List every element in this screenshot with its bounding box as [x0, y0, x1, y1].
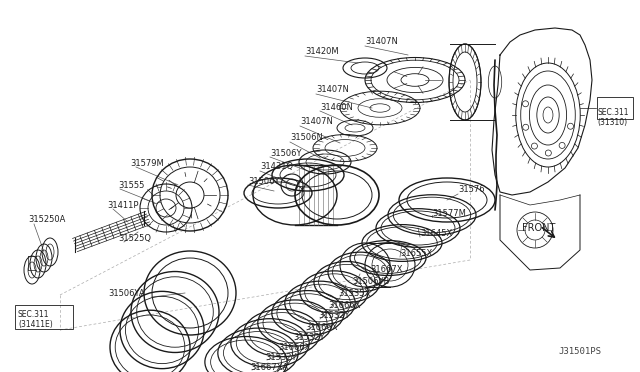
Text: 31576: 31576 — [458, 186, 484, 195]
Text: 31420M: 31420M — [305, 48, 339, 57]
Text: 31655X: 31655X — [400, 248, 432, 257]
Text: 31645X: 31645X — [420, 228, 452, 237]
Text: 31460N: 31460N — [320, 103, 353, 112]
Text: 31577M: 31577M — [432, 208, 466, 218]
Text: 31506Y: 31506Y — [248, 176, 280, 186]
Text: 31667X: 31667X — [370, 266, 403, 275]
Text: SEC.311
(31310): SEC.311 (31310) — [597, 108, 628, 127]
Text: FRONT: FRONT — [522, 223, 556, 233]
Text: 31666X: 31666X — [305, 323, 337, 331]
Text: J31501PS: J31501PS — [558, 347, 601, 356]
Text: 31407N: 31407N — [300, 118, 333, 126]
Text: 31407N: 31407N — [365, 38, 398, 46]
Text: 31411P: 31411P — [107, 201, 138, 209]
Text: 31666X: 31666X — [328, 301, 360, 310]
Text: 31506Y: 31506Y — [270, 148, 301, 157]
Text: 31535X: 31535X — [338, 289, 371, 298]
Text: 31506N: 31506N — [290, 134, 323, 142]
Text: 31431Q: 31431Q — [260, 163, 293, 171]
Text: 315250A: 315250A — [28, 215, 65, 224]
Text: SEC.311
(31411E): SEC.311 (31411E) — [18, 310, 52, 329]
Text: 31532Y: 31532Y — [293, 333, 324, 341]
Text: 31667XA: 31667XA — [250, 362, 288, 372]
Text: 31666X: 31666X — [278, 343, 310, 352]
Text: 31532Y: 31532Y — [265, 353, 296, 362]
Text: 31506YA: 31506YA — [108, 289, 145, 298]
Text: 31555: 31555 — [118, 180, 145, 189]
Text: 31532Y: 31532Y — [318, 311, 349, 321]
Text: 31407N: 31407N — [316, 86, 349, 94]
Text: 31506YB: 31506YB — [352, 278, 389, 286]
Text: 31579M: 31579M — [130, 158, 164, 167]
Text: 31525Q: 31525Q — [118, 234, 151, 243]
